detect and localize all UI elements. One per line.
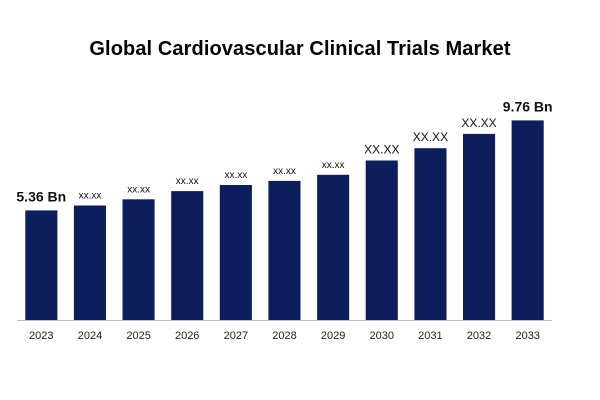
- chart-title: Global Cardiovascular Clinical Trials Ma…: [89, 38, 511, 60]
- x-tick-label-2024: 2024: [78, 330, 102, 342]
- data-label-2033: 9.76 Bn: [503, 98, 553, 114]
- data-label-2023: 5.36 Bn: [16, 188, 66, 204]
- data-label-2031: XX.XX: [413, 130, 448, 144]
- data-label-2027: xx.xx: [225, 170, 248, 181]
- data-label-2024: xx.xx: [79, 191, 102, 202]
- x-tick-label-2033: 2033: [515, 330, 539, 342]
- x-tick-label-2032: 2032: [467, 330, 491, 342]
- bar-2025: [122, 199, 155, 320]
- x-tick-label-2029: 2029: [321, 330, 345, 342]
- data-labels-group: 5.36 Bn xx.xx xx.xx xx.xx xx.xx xx.xx xx.xx XX.…: [16, 98, 552, 204]
- x-tick-label-2030: 2030: [370, 330, 394, 342]
- data-label-2030: XX.XX: [364, 143, 399, 157]
- bar-2027: [219, 185, 252, 320]
- bar-2023: [25, 210, 58, 320]
- x-tick-label-2026: 2026: [175, 330, 199, 342]
- bars-group: [25, 120, 544, 321]
- x-tick-label-2025: 2025: [126, 330, 150, 342]
- bar-2024: [73, 205, 106, 320]
- bar-2026: [171, 191, 204, 320]
- x-tick-label-2023: 2023: [29, 330, 53, 342]
- x-tick-labels-group: 2023 2024 2025 2026 2027 2028 2029 2030 2031 2032…: [29, 330, 540, 342]
- bar-2033: [511, 120, 544, 321]
- x-tick-label-2028: 2028: [272, 330, 296, 342]
- bar-2032: [463, 133, 496, 320]
- data-label-2026: xx.xx: [176, 176, 199, 187]
- data-label-2025: xx.xx: [127, 184, 150, 195]
- bar-2031: [414, 148, 447, 320]
- x-tick-label-2027: 2027: [224, 330, 248, 342]
- data-label-2028: xx.xx: [273, 166, 296, 177]
- data-label-2032: XX.XX: [461, 116, 496, 130]
- data-label-2029: xx.xx: [322, 160, 345, 171]
- bar-2029: [317, 174, 350, 320]
- x-tick-label-2031: 2031: [418, 330, 442, 342]
- bar-2028: [268, 180, 301, 320]
- bar-2030: [365, 160, 398, 320]
